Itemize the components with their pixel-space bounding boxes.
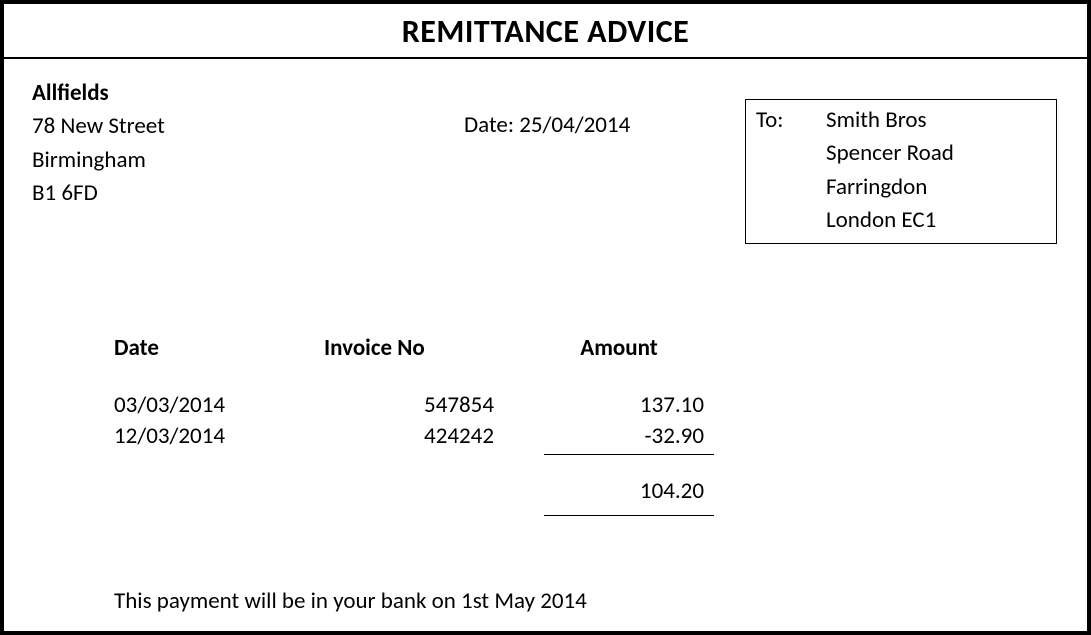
total-amount: 104.20 [534,477,714,505]
table-header-row: Date Invoice No Amount [114,334,714,362]
cell-amount: 137.10 [534,390,714,421]
date-label: Date: [464,111,514,139]
cell-invoice: 424242 [324,421,534,452]
date-value: 25/04/2014 [519,111,630,139]
to-line3: Farringdon [826,171,954,204]
to-line2: Spencer Road [826,137,954,170]
to-address-box: To: Smith Bros Spencer Road Farringdon L… [745,99,1057,244]
table-row: 12/03/2014 424242 -32.90 [114,421,714,452]
subtotal-rule [544,454,714,455]
to-line1: Smith Bros [826,104,954,137]
col-header-date: Date [114,334,324,362]
payments-table: Date Invoice No Amount 03/03/2014 547854… [114,334,714,516]
cell-amount: -32.90 [534,421,714,452]
header-area: Allfields 78 New Street Birmingham B1 6F… [4,59,1087,77]
from-line1: 78 New Street [32,110,165,143]
from-name: Allfields [32,77,165,110]
total-row: 104.20 [114,477,714,505]
col-header-amount: Amount [534,334,714,362]
from-address: Allfields 78 New Street Birmingham B1 6F… [32,77,165,210]
cell-invoice: 547854 [324,390,534,421]
cell-date: 03/03/2014 [114,390,324,421]
to-label: To: [756,104,826,237]
cell-date: 12/03/2014 [114,421,324,452]
remittance-document: REMITTANCE ADVICE Allfields 78 New Stree… [0,0,1091,635]
date-block: Date: 25/04/2014 [464,109,630,142]
footer-note: This payment will be in your bank on 1st… [114,587,587,615]
total-rule [544,515,714,516]
document-title: REMITTANCE ADVICE [4,4,1087,59]
from-line2: Birmingham [32,144,165,177]
table-row: 03/03/2014 547854 137.10 [114,390,714,421]
to-line4: London EC1 [826,204,954,237]
from-line3: B1 6FD [32,177,165,210]
col-header-invoice: Invoice No [324,334,534,362]
